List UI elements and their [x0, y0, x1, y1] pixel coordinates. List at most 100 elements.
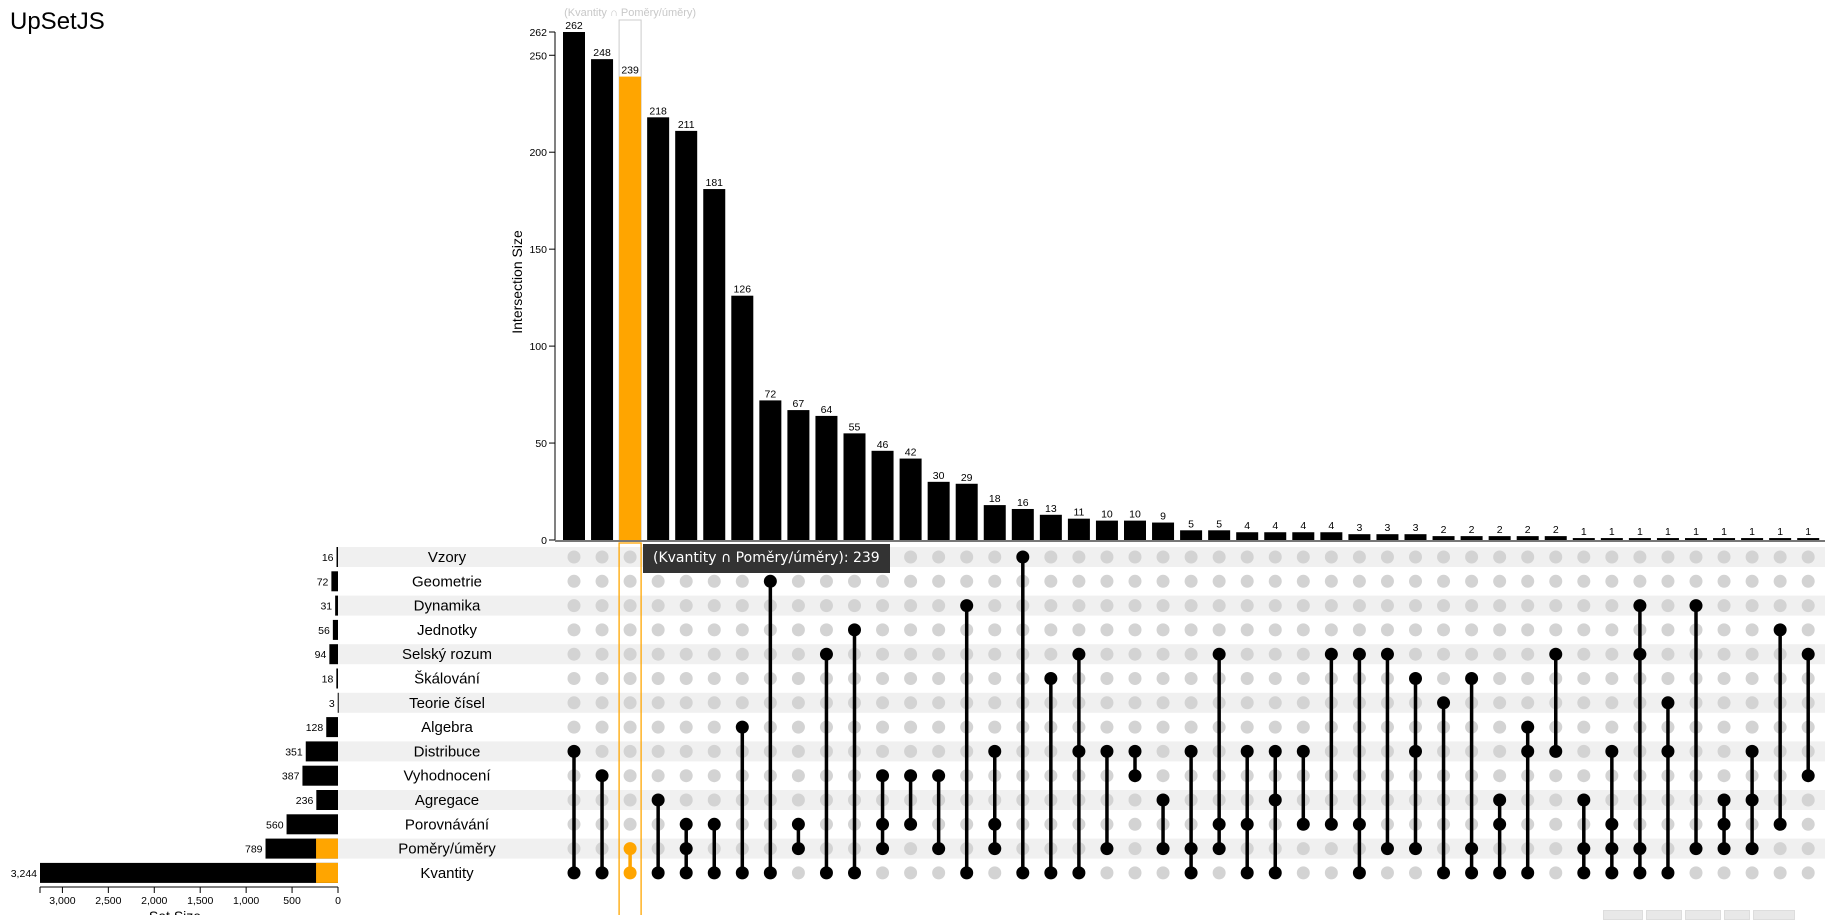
matrix-dot-active[interactable] — [1409, 744, 1422, 758]
matrix-dot-active[interactable] — [651, 866, 665, 880]
matrix-dot-active[interactable] — [1184, 842, 1198, 856]
matrix-dot-active[interactable] — [1801, 769, 1815, 783]
matrix-dot-active[interactable] — [679, 842, 693, 856]
set-bar[interactable] — [305, 741, 338, 762]
matrix-dot-active[interactable] — [1605, 866, 1619, 880]
intersection-bar[interactable] — [1488, 536, 1511, 540]
matrix-dot-active[interactable] — [1605, 817, 1619, 831]
matrix-dot-active[interactable] — [1465, 672, 1479, 685]
matrix-dot-active[interactable] — [1184, 866, 1198, 880]
matrix-dot-active[interactable] — [1745, 744, 1759, 758]
matrix-dot-active[interactable] — [1605, 744, 1619, 758]
set-bar[interactable] — [40, 862, 338, 883]
matrix-dot-active[interactable] — [1352, 866, 1366, 880]
matrix-dot-active[interactable] — [1521, 866, 1535, 880]
matrix-dot-active[interactable] — [1521, 720, 1535, 734]
matrix-dot-active[interactable] — [1717, 842, 1731, 856]
matrix-dot-active[interactable] — [679, 866, 693, 880]
set-bar[interactable] — [336, 668, 338, 689]
set-bar[interactable] — [326, 717, 338, 738]
matrix-dot-active[interactable] — [904, 817, 918, 831]
matrix-dot-active[interactable] — [1352, 647, 1366, 661]
matrix-dot-active[interactable] — [567, 866, 581, 880]
matrix-dot-active[interactable] — [1437, 866, 1451, 880]
intersection-bar[interactable] — [1460, 536, 1483, 540]
matrix-dot-active[interactable] — [1240, 866, 1254, 880]
matrix-dot-active[interactable] — [1493, 817, 1507, 831]
set-bar[interactable] — [336, 547, 338, 567]
matrix-dot-active[interactable] — [1268, 793, 1282, 807]
matrix-dot-active[interactable] — [651, 793, 665, 807]
intersection-bar[interactable] — [1067, 518, 1090, 540]
toolbar-button[interactable] — [1603, 910, 1643, 920]
matrix-dot-active[interactable] — [960, 599, 974, 613]
matrix-dot-active[interactable] — [1268, 744, 1282, 758]
intersection-bar[interactable] — [619, 76, 642, 540]
toolbar-button[interactable] — [1753, 910, 1795, 920]
matrix-dot-active[interactable] — [1745, 842, 1759, 856]
intersection-bar[interactable] — [1376, 534, 1399, 540]
matrix-dot-active[interactable] — [1745, 793, 1759, 807]
matrix-dot-active[interactable] — [876, 769, 890, 783]
intersection-bar[interactable] — [1713, 538, 1736, 540]
matrix-dot-active[interactable] — [1633, 866, 1647, 880]
matrix-dot-active[interactable] — [1605, 842, 1619, 856]
matrix-dot-active[interactable] — [1352, 817, 1366, 831]
intersection-bar[interactable] — [1039, 514, 1062, 540]
matrix-dot-active[interactable] — [1072, 647, 1086, 661]
matrix-dot-active[interactable] — [707, 817, 721, 831]
intersection-bar[interactable] — [759, 400, 782, 540]
set-bar[interactable] — [332, 619, 338, 640]
matrix-dot-active[interactable] — [567, 744, 581, 758]
matrix-dot-active[interactable] — [595, 769, 609, 783]
set-bar[interactable] — [335, 595, 338, 616]
intersection-bar[interactable] — [591, 59, 614, 540]
intersection-bar[interactable] — [871, 450, 894, 540]
set-bar[interactable] — [286, 814, 338, 835]
matrix-dot-active[interactable] — [819, 866, 833, 880]
matrix-dot-active[interactable] — [819, 647, 833, 661]
matrix-dot-active[interactable] — [1016, 550, 1030, 564]
matrix-dot-active[interactable] — [1577, 866, 1591, 880]
intersection-bar[interactable] — [1236, 532, 1259, 540]
matrix-dot-active[interactable] — [791, 842, 805, 856]
matrix-dot-active[interactable] — [848, 866, 861, 880]
intersection-bar[interactable] — [899, 458, 922, 540]
intersection-bar[interactable] — [675, 130, 698, 540]
intersection-bar[interactable] — [1432, 536, 1455, 540]
intersection-bar[interactable] — [1264, 532, 1287, 540]
set-bar[interactable] — [329, 644, 338, 665]
intersection-bar[interactable] — [1124, 520, 1146, 540]
matrix-dot-active[interactable] — [1633, 647, 1647, 661]
intersection-bar[interactable] — [1208, 530, 1231, 540]
matrix-dot-active[interactable] — [1184, 744, 1198, 758]
matrix-dot-active[interactable] — [1296, 744, 1310, 758]
matrix-dot-active[interactable] — [735, 866, 749, 880]
intersection-bar[interactable] — [955, 483, 978, 540]
matrix-dot-active[interactable] — [988, 817, 1002, 831]
intersection-bar[interactable] — [1572, 538, 1595, 540]
matrix-dot-active[interactable] — [1324, 647, 1338, 661]
matrix-dot-active[interactable] — [1493, 793, 1507, 807]
matrix-dot-active[interactable] — [1380, 647, 1394, 661]
matrix-dot-active[interactable] — [763, 866, 777, 880]
matrix-dot-active[interactable] — [623, 842, 637, 856]
matrix-dot-active[interactable] — [1549, 647, 1563, 661]
intersection-bar[interactable] — [1628, 538, 1651, 540]
intersection-bar[interactable] — [1180, 530, 1203, 540]
matrix-dot-active[interactable] — [707, 866, 721, 880]
matrix-dot-active[interactable] — [848, 623, 861, 637]
set-bar[interactable] — [302, 765, 338, 786]
matrix-dot-active[interactable] — [1324, 817, 1338, 831]
matrix-dot-active[interactable] — [1717, 817, 1731, 831]
matrix-dot-active[interactable] — [876, 842, 890, 856]
matrix-dot-active[interactable] — [1380, 842, 1394, 856]
toolbar-button[interactable] — [1685, 910, 1721, 920]
intersection-bar[interactable] — [647, 117, 670, 540]
intersection-bar[interactable] — [1320, 532, 1343, 540]
matrix-dot-active[interactable] — [932, 769, 946, 783]
intersection-bar[interactable] — [927, 481, 950, 540]
matrix-dot-active[interactable] — [1409, 672, 1422, 685]
matrix-dot-active[interactable] — [932, 842, 946, 856]
matrix-dot-active[interactable] — [623, 866, 637, 880]
